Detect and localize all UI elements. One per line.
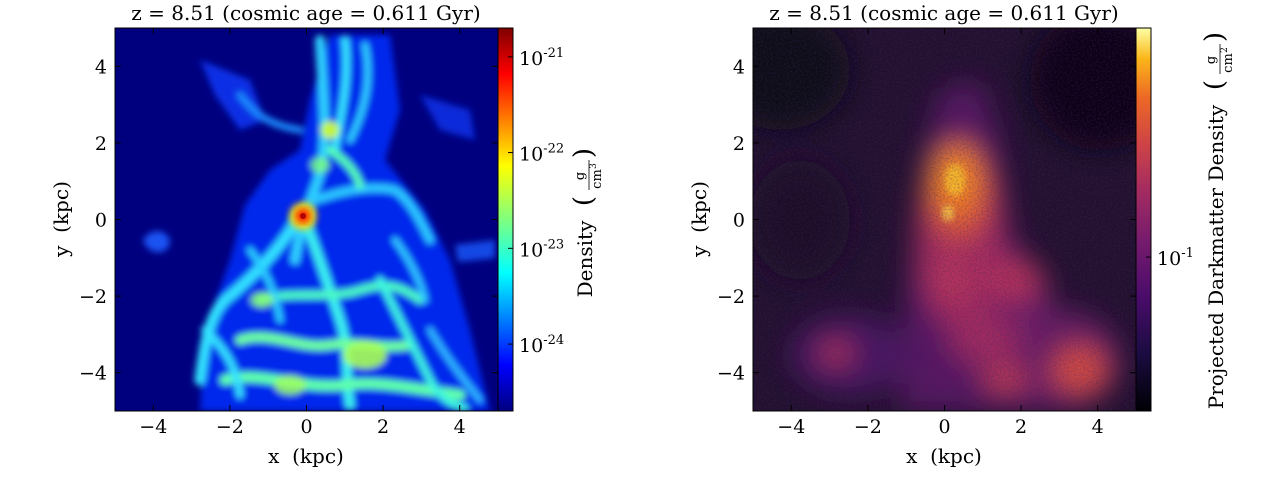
gas-unit-numerator: g (573, 172, 588, 180)
dm-colorbar-ticks: 10-1 (1146, 246, 1194, 270)
dm-colorbar (1135, 27, 1152, 412)
gas-y-tick-label: −2 (79, 286, 107, 308)
gas-colorbar-paren-right: ) (569, 148, 599, 158)
dm-y-axis-label: y (kpc) (687, 181, 711, 258)
dm-x-tick-label: 0 (938, 416, 950, 438)
gas-x-tick-label: −2 (216, 416, 244, 438)
dm-x-tick-label: 4 (1092, 416, 1104, 438)
darkmatter-density-panel: z = 8.51 (cosmic age = 0.611 Gyr) (687, 1, 1236, 468)
dm-x-tick-label: −4 (777, 416, 805, 438)
dm-colorbar-label: Projected Darkmatter Density ( g cm 2 ) (1200, 32, 1236, 409)
gas-colorbar-label: Density ( g cm 3 ) (569, 148, 605, 297)
dm-y-tick-label: 4 (733, 56, 745, 78)
gas-y-tick-label: 2 (95, 133, 107, 155)
gas-axes: −4 −2 0 2 4 −4 −2 0 2 4 (79, 28, 498, 438)
dm-x-axis-label: x (kpc) (906, 444, 982, 468)
dm-y-tick-label: 2 (733, 133, 745, 155)
gas-x-axis-label: x (kpc) (268, 444, 344, 468)
gas-y-tick-label: 0 (95, 210, 107, 232)
gas-y-tick-label: −4 (79, 363, 107, 385)
gas-colorbar-tick-label: 10-23 (519, 237, 564, 261)
gas-envelope (200, 35, 490, 411)
gas-colorbar-title: Density (573, 220, 597, 297)
gas-y-axis-label: y (kpc) (49, 181, 73, 258)
gas-colorbar-paren-left: ( (569, 196, 599, 206)
gas-unit-exponent: 3 (589, 163, 599, 169)
dm-panel-title: z = 8.51 (cosmic age = 0.611 Gyr) (769, 1, 1118, 25)
dm-colorbar-paren-right: ) (1200, 32, 1230, 42)
gas-y-tick-label: 4 (95, 56, 107, 78)
dm-x-tick-label: −2 (854, 416, 882, 438)
gas-x-tick-label: 0 (300, 416, 312, 438)
dm-unit-denominator: cm (1221, 53, 1236, 73)
dm-colorbar-title: Projected Darkmatter Density (1204, 104, 1228, 409)
gas-colorbar (497, 27, 514, 412)
gas-density-map (143, 35, 495, 411)
dm-unit-exponent: 2 (1220, 47, 1230, 53)
dm-colorbar-tick-label: 10-1 (1157, 246, 1194, 270)
dm-axes: −4 −2 0 2 4 −4 −2 0 2 4 (717, 28, 1136, 438)
gas-x-tick-label: 2 (377, 416, 389, 438)
dm-unit-numerator: g (1204, 56, 1219, 64)
gas-colorbar-tick-label: 10-24 (519, 333, 564, 357)
dm-y-tick-label: −4 (717, 363, 745, 385)
gas-panel-title: z = 8.51 (cosmic age = 0.611 Gyr) (131, 1, 480, 25)
gas-colorbar-tick-label: 10-21 (519, 46, 564, 70)
dm-x-tick-label: 2 (1015, 416, 1027, 438)
dm-y-tick-label: 0 (733, 210, 745, 232)
gas-colorbar-ticks: 10-21 10-22 10-23 10-24 (508, 46, 564, 357)
gas-density-panel: z = 8.51 (cosmic age = 0.611 Gyr) (49, 1, 605, 468)
dm-colorbar-paren-left: ( (1200, 80, 1230, 90)
dm-density-map (753, 28, 1136, 411)
gas-x-tick-label: 4 (454, 416, 466, 438)
gas-unit-denominator: cm (590, 169, 605, 189)
gas-colorbar-tick-label: 10-22 (519, 142, 564, 166)
dm-y-tick-label: −2 (717, 286, 745, 308)
gas-x-tick-label: −4 (139, 416, 167, 438)
